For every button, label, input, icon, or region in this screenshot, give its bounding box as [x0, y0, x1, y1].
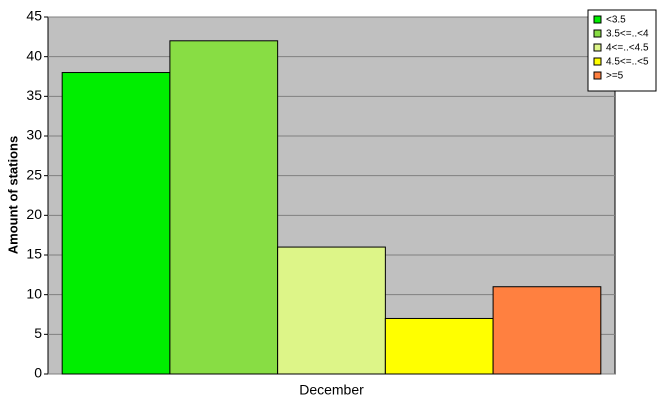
legend-swatch	[593, 43, 602, 52]
legend-label: >=5	[606, 71, 624, 82]
y-tick-label: 30	[26, 127, 42, 143]
legend-swatch	[593, 71, 602, 80]
y-tick-label: 25	[26, 166, 42, 182]
legend-label: 4.5<=..<5	[606, 57, 649, 68]
bar	[492, 286, 602, 375]
legend-swatch	[593, 29, 602, 38]
legend-label: 4<=..<4.5	[606, 43, 649, 54]
y-tick-label: 10	[26, 285, 42, 301]
legend-swatch	[593, 15, 602, 24]
legend-label: <3.5	[606, 15, 626, 26]
y-tick-label: 5	[34, 325, 42, 341]
bar	[169, 40, 279, 375]
legend-label: 3.5<=..<4	[606, 29, 649, 40]
y-tick-label: 35	[26, 87, 42, 103]
y-axis-label: Amount of stations	[5, 136, 20, 254]
x-tick-label: December	[299, 382, 364, 398]
bar	[277, 246, 386, 375]
y-tick-label: 20	[26, 206, 42, 222]
legend-swatch	[593, 57, 602, 66]
bar	[61, 72, 171, 375]
bar	[384, 317, 494, 375]
y-tick-label: 15	[26, 246, 42, 262]
y-tick-label: 40	[26, 47, 42, 63]
y-tick-label: 45	[26, 8, 42, 24]
y-tick-label: 0	[34, 365, 42, 381]
